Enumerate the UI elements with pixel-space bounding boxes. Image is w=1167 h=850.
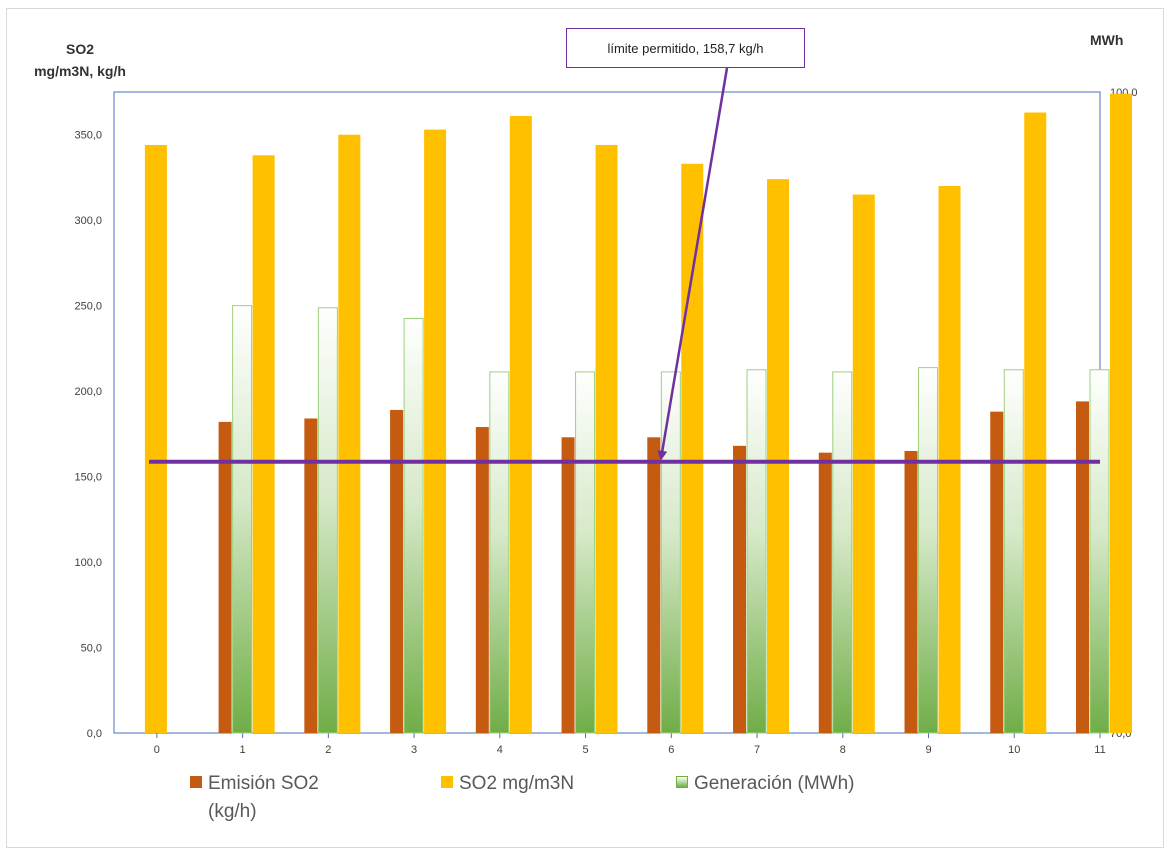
limit-arrow bbox=[657, 67, 729, 461]
x-tick-label: 8 bbox=[840, 744, 846, 756]
bar-emision-so2 bbox=[561, 437, 575, 733]
x-tick-label: 4 bbox=[497, 744, 503, 756]
left-tick-label: 300,0 bbox=[74, 215, 102, 227]
chart-frame bbox=[6, 8, 1164, 848]
x-tick-label: 5 bbox=[583, 744, 589, 756]
bar-generacion bbox=[575, 371, 596, 734]
x-tick-label: 9 bbox=[925, 744, 931, 756]
left-tick-label: 200,0 bbox=[74, 386, 102, 398]
x-tick-label: 10 bbox=[1008, 744, 1020, 756]
x-tick-label: 0 bbox=[154, 744, 160, 756]
bar-so2-mg bbox=[1110, 93, 1132, 733]
bar-generacion bbox=[832, 371, 853, 734]
left-axis-title-line2: mg/m3N, kg/h bbox=[34, 63, 126, 79]
bar-generacion bbox=[1089, 369, 1110, 734]
legend-label-emision-line1: Emisión SO2 bbox=[208, 773, 319, 794]
x-tick-label: 7 bbox=[754, 744, 760, 756]
left-tick-label: 150,0 bbox=[74, 472, 102, 484]
bar-generacion bbox=[746, 369, 767, 734]
bar-emision-so2 bbox=[990, 411, 1004, 733]
bar-so2-mg bbox=[1024, 112, 1047, 733]
legend-label-so2: SO2 mg/m3N bbox=[459, 773, 575, 794]
bar-emision-so2 bbox=[304, 418, 318, 733]
legend-swatch-so2 bbox=[441, 775, 453, 788]
limit-callout: límite permitido, 158,7 kg/h bbox=[566, 28, 805, 68]
limit-callout-text: límite permitido, 158,7 kg/h bbox=[607, 40, 764, 56]
bar-so2-mg bbox=[509, 115, 532, 733]
bar-so2-mg bbox=[938, 186, 961, 734]
legend-swatch-emision bbox=[190, 775, 202, 788]
right-axis-title: MWh bbox=[1090, 32, 1124, 48]
bar-generacion bbox=[660, 371, 681, 734]
x-tick-label: 6 bbox=[668, 744, 674, 756]
left-axis-title-line1: SO2 bbox=[65, 41, 94, 57]
x-tick-label: 11 bbox=[1094, 744, 1105, 756]
bar-emision-so2 bbox=[647, 437, 661, 733]
bar-generacion bbox=[232, 305, 253, 734]
left-tick-label: 350,0 bbox=[74, 130, 102, 142]
bar-emision-so2 bbox=[390, 409, 404, 733]
bar-emision-so2 bbox=[904, 450, 918, 733]
bar-generacion bbox=[918, 367, 939, 734]
left-axis-title: SO2 mg/m3N, kg/h bbox=[20, 38, 140, 82]
bar-so2-mg bbox=[338, 134, 361, 733]
left-tick-label: 250,0 bbox=[74, 301, 102, 313]
bar-emision-so2 bbox=[1076, 401, 1089, 733]
legend-label-generacion: Generación (MWh) bbox=[694, 773, 855, 794]
left-tick-label: 0,0 bbox=[87, 728, 102, 740]
bar-so2-mg bbox=[852, 194, 875, 733]
bar-emision-so2 bbox=[733, 445, 747, 733]
bar-generacion bbox=[403, 317, 424, 734]
bar-generacion bbox=[489, 371, 510, 734]
bar-emision-so2 bbox=[218, 421, 232, 733]
bar-so2-mg bbox=[252, 155, 275, 733]
legend-item-generacion: Generación (MWh) bbox=[676, 770, 855, 798]
bar-so2-mg bbox=[144, 144, 167, 734]
legend-label-emision-line2: (kg/h) bbox=[208, 801, 257, 822]
bar-so2-mg bbox=[767, 179, 790, 733]
x-tick-label: 1 bbox=[240, 744, 246, 756]
legend-swatch-generacion bbox=[676, 775, 688, 788]
left-tick-label: 50,0 bbox=[81, 643, 102, 655]
legend-item-so2: SO2 mg/m3N bbox=[441, 770, 574, 798]
bar-so2-mg bbox=[681, 163, 704, 734]
x-tick-label: 2 bbox=[325, 744, 331, 756]
bar-generacion bbox=[317, 307, 338, 734]
bar-so2-mg bbox=[595, 144, 618, 734]
legend-item-emision: Emisión SO2 (kg/h) bbox=[190, 770, 319, 826]
left-tick-label: 100,0 bbox=[74, 557, 102, 569]
bar-emision-so2 bbox=[818, 452, 832, 733]
x-tick-label: 3 bbox=[411, 744, 417, 756]
bar-generacion bbox=[1003, 369, 1024, 734]
bar-so2-mg bbox=[424, 129, 447, 733]
bar-emision-so2 bbox=[475, 427, 489, 733]
